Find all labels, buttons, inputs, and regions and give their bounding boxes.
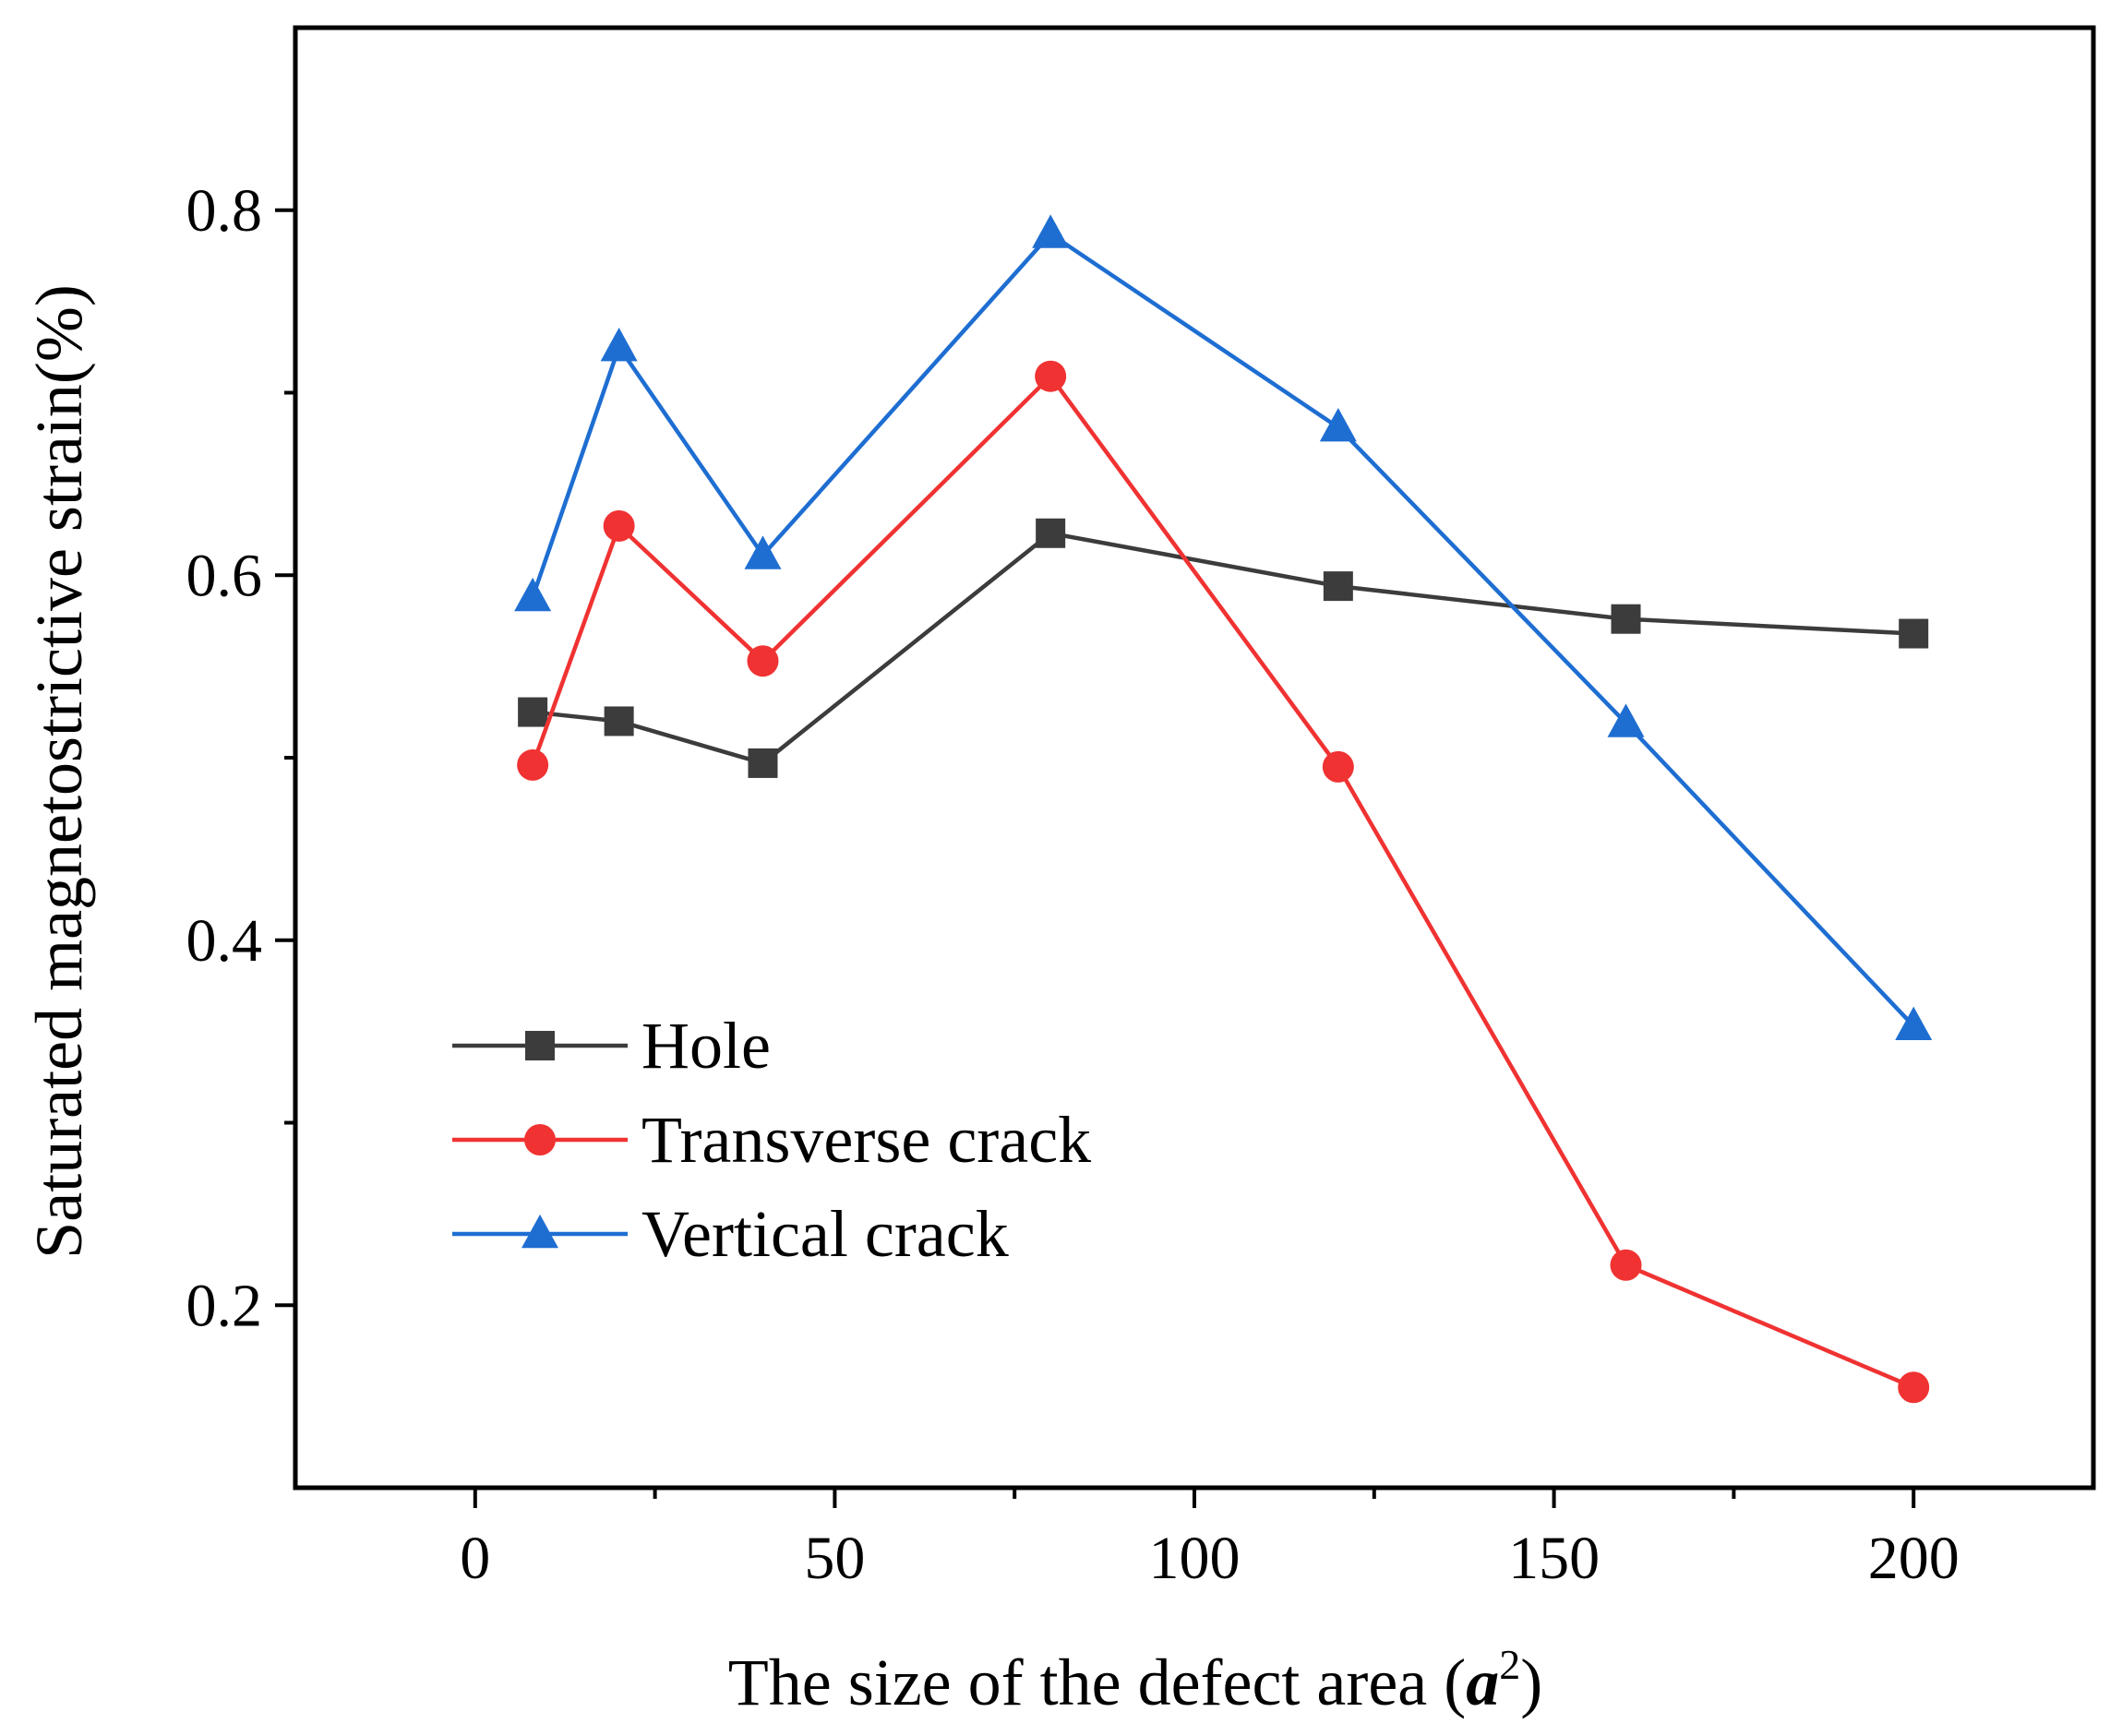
data-point-transverse-crack <box>747 645 779 677</box>
x-tick-label: 0 <box>460 1525 490 1592</box>
series-line-hole <box>532 531 1914 766</box>
plot-frame <box>293 25 2096 1491</box>
legend-item-hole: Hole <box>452 1009 771 1083</box>
series-layer <box>514 214 1933 1404</box>
x-tick-label: 150 <box>1508 1525 1600 1592</box>
legend-label: Vertical crack <box>641 1197 1009 1271</box>
legend: Hole Transverse crack Vertical crack <box>452 1009 1091 1271</box>
y-tick-label: 0.6 <box>186 542 263 609</box>
data-point-hole <box>1899 618 1929 649</box>
x-tick-label: 50 <box>804 1525 865 1592</box>
data-point-vertical-crack <box>744 535 782 569</box>
data-point-vertical-crack <box>514 577 552 612</box>
data-point-hole <box>1323 571 1353 602</box>
y-tick-label: 0.2 <box>186 1272 263 1339</box>
series-line-vertical-crack <box>531 232 1915 1028</box>
data-point-vertical-crack <box>1607 703 1645 737</box>
data-point-hole <box>518 697 548 727</box>
legend-marker <box>522 1214 558 1249</box>
data-point-vertical-crack <box>1319 407 1357 442</box>
data-point-transverse-crack <box>1610 1249 1642 1281</box>
data-point-vertical-crack <box>1032 214 1070 248</box>
y-tick-label: 0.8 <box>186 177 263 245</box>
series-hole <box>518 518 1929 778</box>
data-point-hole <box>1611 604 1641 634</box>
legend-marker <box>524 1124 556 1155</box>
series-transverse-crack <box>517 360 1930 1404</box>
data-point-transverse-crack <box>603 509 635 542</box>
legend-label: Transverse crack <box>641 1103 1091 1177</box>
y-axis-ticks: 0.2 0.4 0.6 0.8 <box>186 177 295 1339</box>
data-point-vertical-crack <box>1895 1006 1933 1040</box>
legend-label: Hole <box>641 1009 771 1083</box>
data-point-hole <box>748 748 778 778</box>
legend-marker <box>525 1031 555 1060</box>
x-tick-label: 200 <box>1868 1525 1960 1592</box>
data-point-transverse-crack <box>1898 1371 1930 1404</box>
y-tick-label: 0.4 <box>186 907 263 975</box>
series-vertical-crack <box>514 214 1933 1040</box>
data-point-hole <box>1036 518 1066 548</box>
data-point-vertical-crack <box>600 327 638 362</box>
data-point-transverse-crack <box>1035 360 1067 392</box>
legend-item-vertical-crack: Vertical crack <box>452 1197 1009 1271</box>
legend-item-transverse-crack: Transverse crack <box>452 1103 1091 1177</box>
x-tick-label: 100 <box>1149 1525 1241 1592</box>
data-point-hole <box>604 706 634 736</box>
y-axis-title: Saturated magnetostrictive strain(%) <box>22 284 96 1259</box>
data-point-transverse-crack <box>1322 750 1354 783</box>
data-point-transverse-crack <box>517 748 549 781</box>
x-axis-ticks: 0 50 100 150 200 <box>460 1488 1960 1592</box>
x-axis-title: The size of the defect area (a2) <box>728 1641 1542 1719</box>
